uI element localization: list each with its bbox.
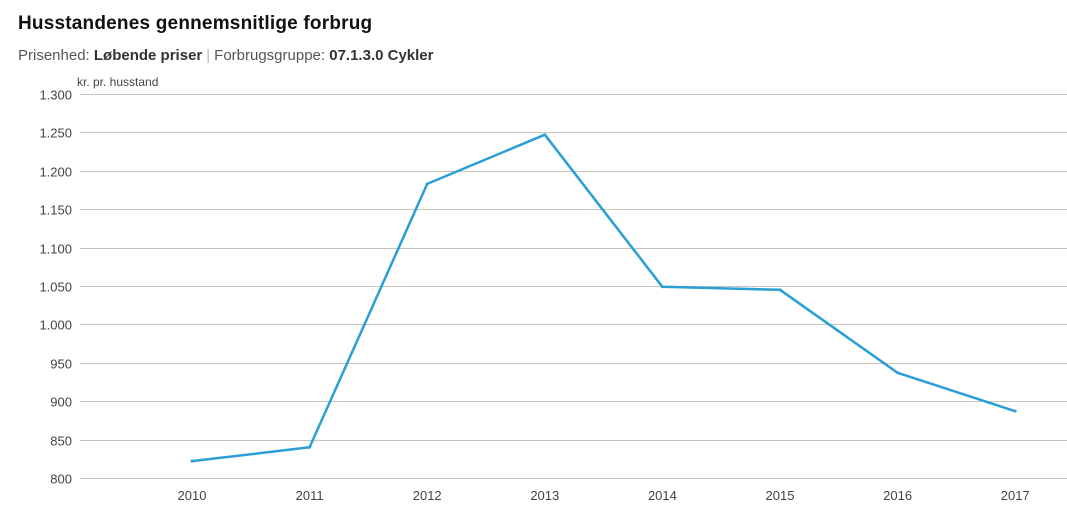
group-label: Forbrugsgruppe: (214, 47, 326, 64)
data-point (778, 288, 782, 292)
y-tick-label: 1.300 (39, 88, 72, 103)
data-point (543, 133, 547, 137)
x-tick-label: 2017 (1001, 488, 1030, 503)
x-tick-label: 2014 (648, 488, 677, 503)
x-tick-label: 2012 (413, 488, 442, 503)
chart-subtitle: Prisenhed: Løbende priser | Forbrugsgruppe… (18, 47, 433, 64)
price-unit-value: Løbende priser (93, 47, 203, 64)
y-tick-label: 800 (50, 472, 72, 487)
chart-title: Husstandenes gennemsnitlige forbrug (18, 13, 373, 34)
y-tick-label: 850 (50, 434, 72, 449)
x-tick-label: 2016 (883, 488, 912, 503)
y-tick-label: 1.150 (39, 203, 72, 218)
y-axis-label: kr. pr. husstand (77, 75, 158, 89)
data-point (660, 285, 664, 289)
y-tick-label: 1.250 (39, 126, 72, 141)
data-point (190, 459, 194, 463)
subtitle-separator: | (206, 47, 211, 64)
data-point (1013, 409, 1017, 413)
y-tick-label: 1.100 (39, 242, 72, 257)
data-point (896, 371, 900, 375)
y-tick-label: 1.050 (39, 280, 72, 295)
data-point (308, 445, 312, 449)
y-tick-label: 950 (50, 357, 72, 372)
data-point (425, 182, 429, 186)
price-unit-label: Prisenhed: (18, 47, 90, 64)
x-tick-label: 2013 (530, 488, 559, 503)
x-tick-label: 2015 (766, 488, 795, 503)
y-tick-label: 1.000 (39, 318, 72, 333)
y-tick-label: 1.200 (39, 165, 72, 180)
group-value: 07.1.3.0 Cykler (329, 47, 434, 64)
y-tick-label: 900 (50, 395, 72, 410)
series-line (190, 133, 1017, 463)
x-tick-label: 2010 (178, 488, 207, 503)
x-tick-label: 2011 (296, 488, 324, 503)
